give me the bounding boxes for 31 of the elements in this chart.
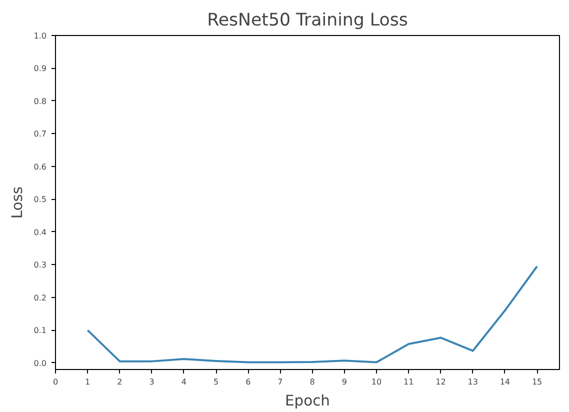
line-series <box>86 265 538 364</box>
x-tick-label: 4 <box>181 378 186 386</box>
x-tick-label: 3 <box>149 378 154 386</box>
x-tick-label: 10 <box>371 378 382 386</box>
x-tick-label: 11 <box>404 378 414 386</box>
y-axis-title: Loss <box>8 186 26 219</box>
x-tick-label: 12 <box>436 378 446 386</box>
y-tick-label: 0.4 <box>34 228 47 237</box>
x-tick-label: 14 <box>500 378 510 386</box>
y-tick-label: 0.3 <box>34 260 47 270</box>
y-tick-label: 0.2 <box>34 293 47 302</box>
y-tick-label: 0.7 <box>34 130 47 139</box>
x-tick-label: 13 <box>468 378 478 386</box>
x-tick-label: 1 <box>85 378 90 386</box>
y-tick-label: 1.0 <box>34 32 47 40</box>
y-tick-label: 0.1 <box>34 326 47 336</box>
x-tick-label: 9 <box>342 378 347 386</box>
x-tick-label: 8 <box>310 378 315 386</box>
y-tick-label: 0.5 <box>34 195 47 204</box>
x-tick-label: 7 <box>278 378 283 386</box>
x-axis-title: Epoch <box>285 392 330 410</box>
x-tick-label: 0 <box>52 378 58 386</box>
y-tick-label: 0.9 <box>34 64 47 74</box>
x-tick-label: 6 <box>246 378 251 386</box>
y-tick-label: 0.0 <box>34 358 47 368</box>
x-tick-label: 5 <box>213 378 219 386</box>
y-tick-label: 0.8 <box>34 96 47 106</box>
x-tick-label: 2 <box>117 378 122 386</box>
x-tick-label: 15 <box>532 378 542 386</box>
chart-title: ResNet50 Training Loss <box>207 10 408 30</box>
y-tick-label: 0.6 <box>34 162 47 172</box>
